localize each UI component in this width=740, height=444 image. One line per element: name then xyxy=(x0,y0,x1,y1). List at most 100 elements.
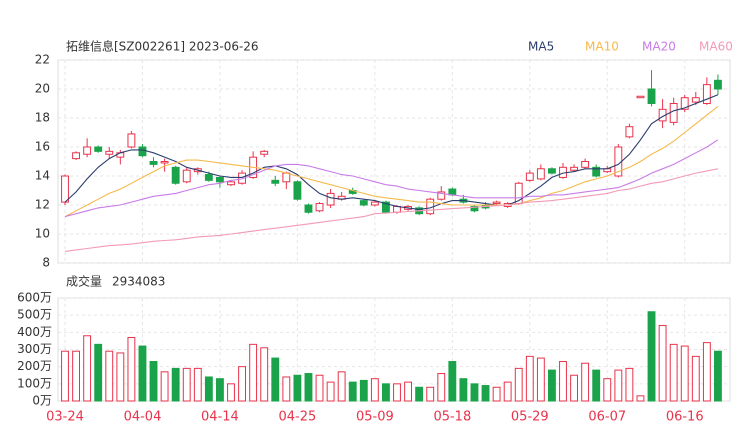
volume-bar xyxy=(680,345,689,402)
candle-body xyxy=(548,168,556,174)
candle-body xyxy=(636,95,645,99)
candle-body xyxy=(448,188,457,196)
x-tick-label: 04-04 xyxy=(124,410,162,425)
candle-body xyxy=(282,172,291,183)
y-tick-label: 12 xyxy=(35,198,50,212)
candle-body xyxy=(271,179,280,184)
volume-bar xyxy=(227,383,235,402)
chart-title: 拓维信息[SZ002261] 2023-06-26 xyxy=(66,39,259,54)
candle-body xyxy=(592,166,601,177)
candle-body xyxy=(315,203,324,212)
volume-tick-label: 300万 xyxy=(17,342,52,356)
volume-bar xyxy=(647,311,656,402)
y-tick-label: 22 xyxy=(35,53,50,67)
candle-body xyxy=(204,174,213,181)
volume-bar xyxy=(592,369,601,402)
volume-tick-label: 100万 xyxy=(17,376,52,390)
candle-body xyxy=(370,201,379,206)
volume-bar xyxy=(149,361,158,402)
volume-bar xyxy=(260,347,269,402)
candle-body xyxy=(536,168,545,180)
candle-body xyxy=(61,175,69,203)
volume-bar xyxy=(216,378,224,402)
volume-tick-label: 500万 xyxy=(17,308,52,322)
candle-body xyxy=(260,150,269,155)
candle-body xyxy=(105,150,114,155)
candle-body xyxy=(393,205,401,213)
volume-bar xyxy=(669,343,678,402)
candle-body xyxy=(216,176,224,183)
volume-bar xyxy=(548,369,556,402)
legend-label: MA10 xyxy=(585,40,619,54)
volume-bar xyxy=(304,373,313,402)
volume-title: 成交量 xyxy=(66,274,102,289)
candle-body xyxy=(72,152,80,160)
volume-bar xyxy=(348,381,357,402)
volume-bar xyxy=(714,350,722,402)
candle-body xyxy=(160,161,169,164)
volume-bar xyxy=(614,369,623,402)
candle-body xyxy=(171,166,180,184)
volume-bar xyxy=(625,367,634,402)
candle-body xyxy=(437,191,446,200)
volume-bar xyxy=(514,367,523,402)
candle-body xyxy=(149,161,158,165)
ma-line xyxy=(64,139,719,218)
x-tick-label: 05-18 xyxy=(433,410,471,425)
candle-body xyxy=(470,205,479,212)
ma-line xyxy=(64,94,719,210)
candle-body xyxy=(492,201,501,205)
candle-body xyxy=(127,133,136,148)
candle-body xyxy=(182,169,191,183)
volume-bar xyxy=(426,386,435,402)
x-tick-label: 04-14 xyxy=(201,410,239,425)
volume-bar xyxy=(658,324,667,402)
legend-label: MA20 xyxy=(642,40,676,54)
y-tick-label: 18 xyxy=(35,111,50,125)
candle-body xyxy=(625,126,634,138)
x-tick-label: 06-07 xyxy=(588,410,626,425)
y-tick-label: 14 xyxy=(35,169,50,183)
volume-bar xyxy=(282,376,291,402)
candle-body xyxy=(647,88,656,104)
volume-bar xyxy=(182,367,191,402)
candle-body xyxy=(359,200,368,206)
volume-bar xyxy=(536,357,545,402)
volume-bar xyxy=(559,361,567,402)
volume-bar xyxy=(127,336,136,402)
volume-bar xyxy=(160,371,169,402)
y-tick-label: 8 xyxy=(42,256,50,270)
volume-tick-label: 200万 xyxy=(17,359,52,373)
volume-bar xyxy=(492,386,501,402)
candle-body xyxy=(238,172,246,184)
volume-bar xyxy=(83,335,92,402)
candle-body xyxy=(669,103,678,123)
x-tick-label: 05-29 xyxy=(511,410,549,425)
volume-bar xyxy=(293,374,302,402)
volume-bar xyxy=(603,378,612,402)
volume-bar xyxy=(359,379,368,402)
candle-body xyxy=(326,192,335,206)
ma-line xyxy=(64,105,719,218)
candle-body xyxy=(691,97,700,103)
volume-bar xyxy=(94,343,103,402)
volume-bar xyxy=(370,378,379,402)
volume-bar xyxy=(72,350,80,402)
volume-bar xyxy=(138,345,147,402)
x-tick-label: 03-24 xyxy=(46,410,84,425)
candle-body xyxy=(227,181,235,186)
ma-line xyxy=(64,168,719,252)
x-tick-label: 05-09 xyxy=(356,410,394,425)
legend-label: MA60 xyxy=(699,40,733,54)
candle-body xyxy=(525,172,534,181)
volume-tick-label: 400万 xyxy=(17,325,52,339)
volume-bar xyxy=(459,378,468,402)
candle-body xyxy=(702,84,711,105)
volume-tick-label: 600万 xyxy=(17,291,52,305)
volume-bar xyxy=(448,361,457,402)
volume-tick-label: 0万 xyxy=(32,394,52,408)
volume-bar xyxy=(437,373,446,402)
volume-bar xyxy=(337,371,346,402)
volume-bar xyxy=(581,362,590,402)
